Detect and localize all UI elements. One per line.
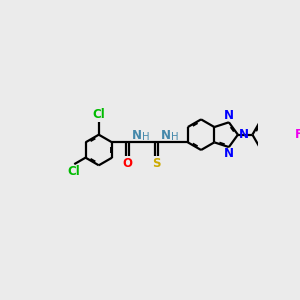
Text: N: N (224, 147, 234, 161)
Text: H: H (171, 132, 179, 142)
Text: N: N (131, 129, 142, 142)
Text: S: S (152, 157, 161, 170)
Text: H: H (142, 132, 150, 142)
Text: O: O (122, 157, 132, 170)
Text: N: N (224, 109, 234, 122)
Text: Cl: Cl (67, 164, 80, 178)
Text: F: F (295, 128, 300, 141)
Text: N: N (160, 129, 171, 142)
Text: Cl: Cl (92, 108, 105, 121)
Text: N: N (239, 128, 249, 141)
